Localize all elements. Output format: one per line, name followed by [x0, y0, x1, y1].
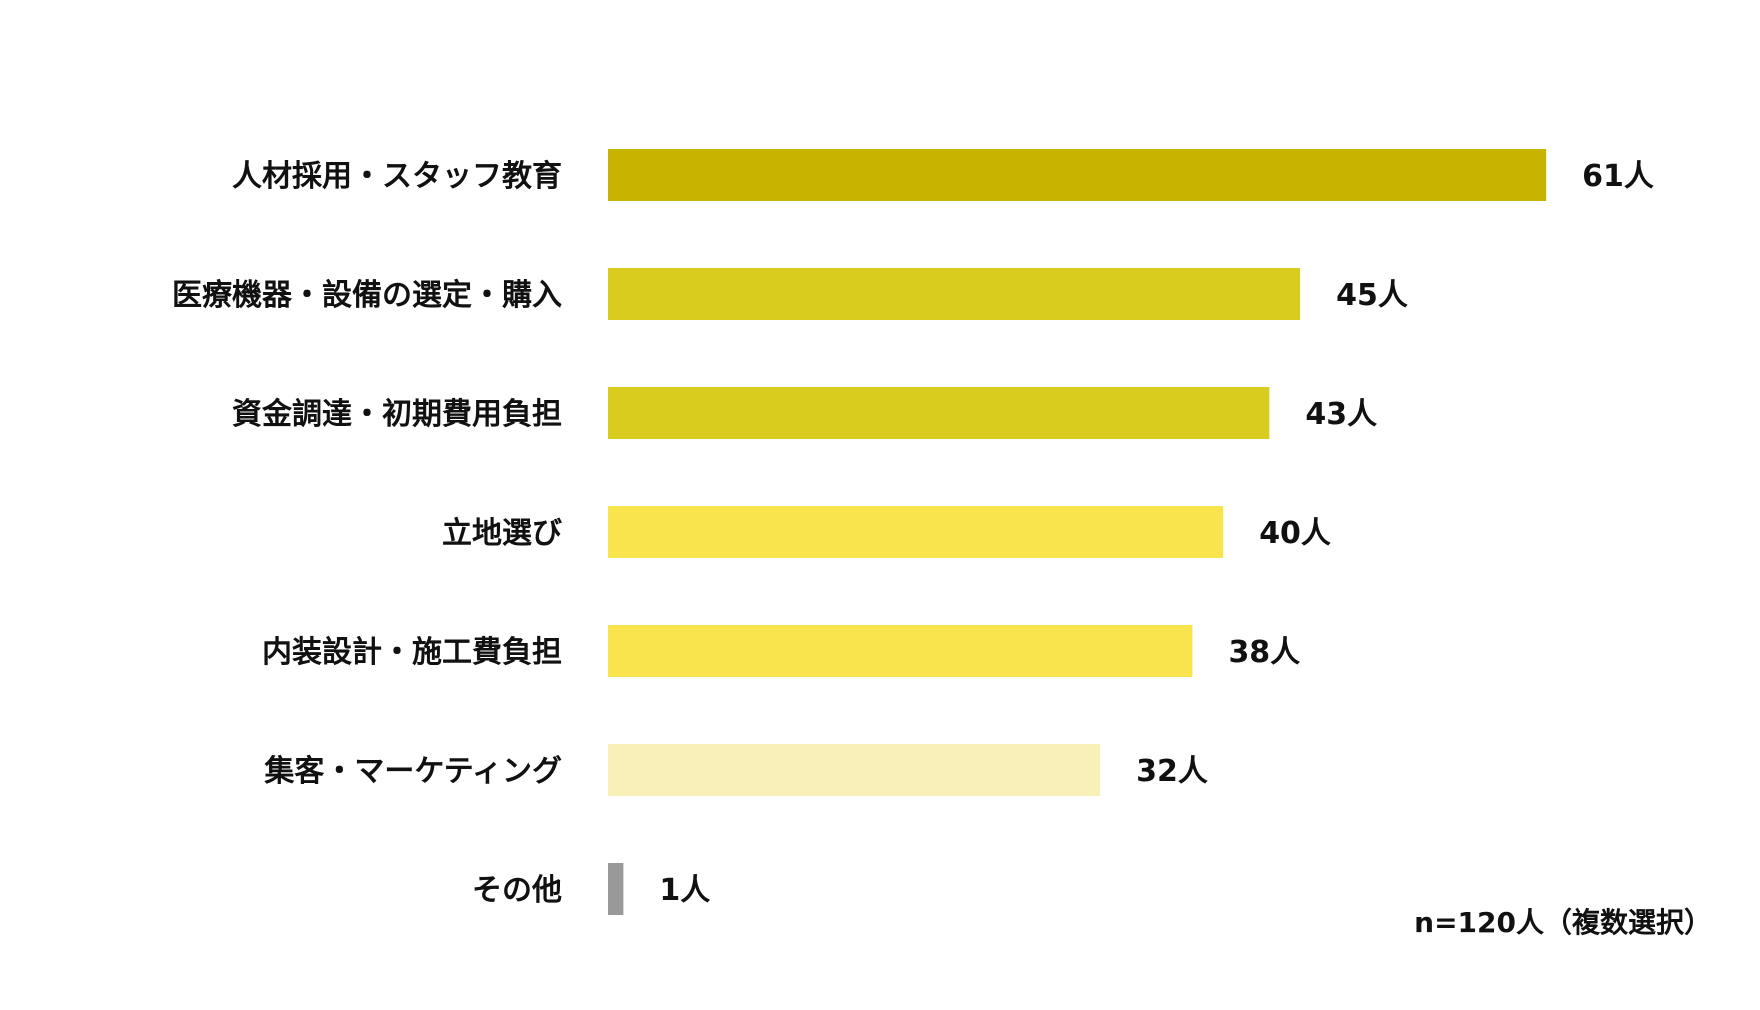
- value-label-1: 61人: [1582, 159, 1654, 194]
- category-label-4: 立地選び: [442, 516, 562, 551]
- bar-7: [608, 863, 624, 915]
- bar-2: [608, 268, 1301, 320]
- category-label-5: 内装設計・施工費負担: [262, 635, 562, 670]
- bar-6: [608, 744, 1101, 796]
- category-label-2: 医療機器・設備の選定・購入: [172, 278, 562, 313]
- bar-1: [608, 149, 1547, 201]
- bars-layer: [608, 149, 1547, 915]
- bar-3: [608, 387, 1270, 439]
- category-label-3: 資金調達・初期費用負担: [232, 397, 562, 432]
- category-label-7: その他: [472, 873, 562, 908]
- value-label-2: 45人: [1336, 278, 1408, 313]
- value-label-5: 38人: [1228, 635, 1300, 670]
- value-label-4: 40人: [1259, 516, 1331, 551]
- value-label-6: 32人: [1136, 754, 1208, 789]
- category-label-6: 集客・マーケティング: [263, 754, 562, 789]
- value-label-3: 43人: [1305, 397, 1377, 432]
- value-label-7: 1人: [659, 873, 710, 908]
- bar-4: [608, 506, 1224, 558]
- sample-note: n=120人（複数選択）: [1414, 906, 1712, 939]
- category-label-1: 人材採用・スタッフ教育: [232, 159, 562, 194]
- bar-5: [608, 625, 1193, 677]
